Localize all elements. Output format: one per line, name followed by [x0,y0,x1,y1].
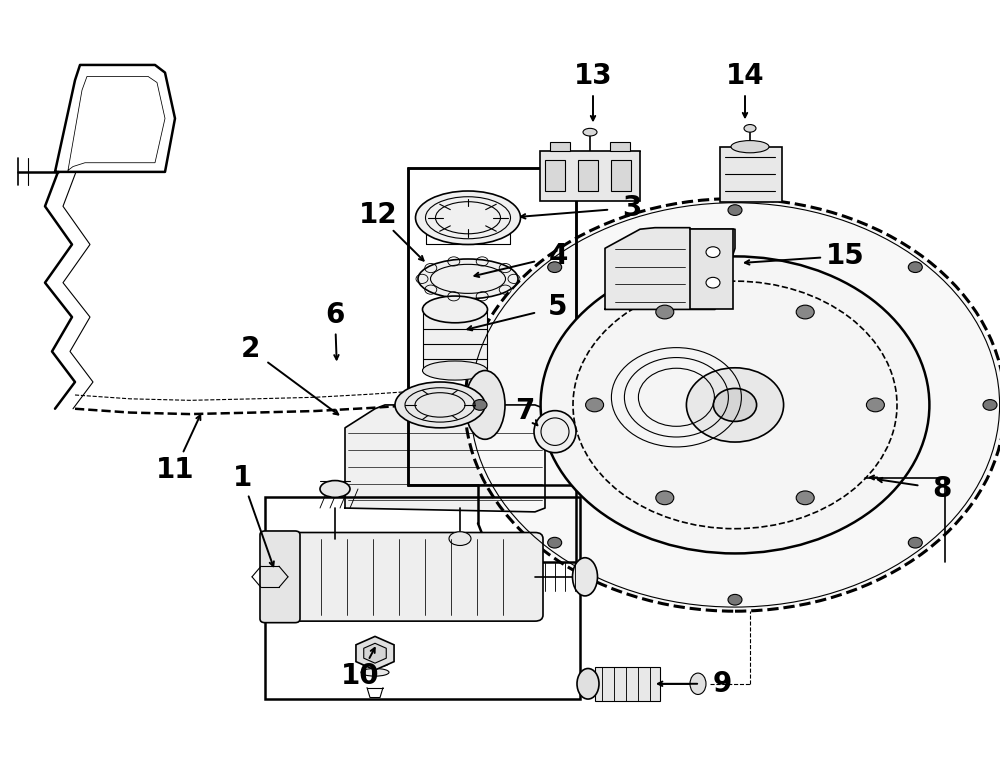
Text: 9: 9 [712,670,732,698]
Circle shape [548,537,562,548]
Ellipse shape [577,668,599,699]
Circle shape [656,305,674,319]
Text: 4: 4 [548,242,568,270]
Bar [610,142,630,151]
FancyBboxPatch shape [260,531,300,623]
Circle shape [686,367,784,442]
Text: 5: 5 [548,293,568,321]
Circle shape [796,491,814,505]
Bar [595,667,660,701]
Polygon shape [364,643,386,663]
Ellipse shape [422,296,488,322]
Circle shape [796,305,814,319]
Ellipse shape [534,411,576,452]
Ellipse shape [731,141,769,153]
Circle shape [908,262,922,273]
Ellipse shape [361,650,389,658]
Text: 15: 15 [826,242,864,270]
FancyBboxPatch shape [267,533,543,621]
Ellipse shape [361,668,389,676]
Circle shape [983,400,997,410]
Circle shape [586,398,604,412]
Text: 1: 1 [232,464,252,491]
Circle shape [728,205,742,215]
Circle shape [866,398,884,412]
Circle shape [713,388,757,422]
Ellipse shape [416,191,520,244]
Ellipse shape [320,481,350,497]
Ellipse shape [583,128,597,136]
Ellipse shape [395,382,485,428]
Circle shape [908,537,922,548]
Polygon shape [345,405,545,512]
Circle shape [728,594,742,605]
Ellipse shape [744,125,756,132]
Text: 13: 13 [574,63,612,90]
Text: 8: 8 [932,475,952,503]
Text: 2: 2 [240,335,260,363]
Text: 10: 10 [341,662,379,690]
Ellipse shape [422,361,488,380]
Bar [540,151,640,201]
Circle shape [465,199,1000,611]
Bar [423,309,487,371]
Polygon shape [356,636,394,670]
Ellipse shape [465,371,505,439]
Circle shape [706,277,720,288]
Ellipse shape [690,673,706,694]
Ellipse shape [418,259,518,299]
Ellipse shape [449,532,471,545]
Circle shape [541,257,929,553]
Bar [408,168,576,485]
Bar [690,229,733,309]
Text: 3: 3 [622,194,642,222]
Text: 11: 11 [156,456,194,484]
Circle shape [706,247,720,257]
Bar [720,147,782,202]
Bar [550,142,570,151]
Bar [265,497,580,699]
Circle shape [656,491,674,505]
Text: 7: 7 [515,397,535,425]
Bar [578,160,598,191]
Text: 12: 12 [359,202,397,229]
Text: 6: 6 [325,301,345,329]
Ellipse shape [361,659,389,667]
Bar [545,160,565,191]
Bar [611,160,631,191]
Circle shape [473,400,487,410]
Ellipse shape [572,558,598,596]
Polygon shape [605,228,735,309]
Text: 14: 14 [726,63,764,90]
Circle shape [548,262,562,273]
